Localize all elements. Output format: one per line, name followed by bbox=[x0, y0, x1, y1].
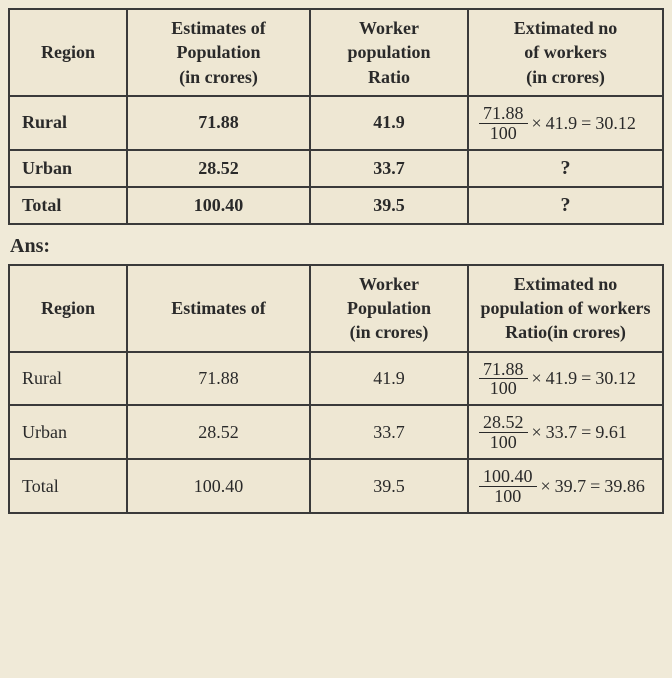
estimates-cell: 71.88 bbox=[127, 96, 310, 150]
col-header-workers: Extimated noof workers(in crores) bbox=[468, 9, 663, 96]
region-cell: Rural bbox=[9, 96, 127, 150]
col-header-ratio: WorkerPopulation(in crores) bbox=[310, 265, 468, 352]
formula-cell: 28.52100 × 33.7 = 9.61 bbox=[468, 405, 663, 459]
placeholder-cell: ? bbox=[468, 150, 663, 187]
col-header-region: Region bbox=[9, 265, 127, 352]
col-header-estimates: Estimates of bbox=[127, 265, 310, 352]
formula-cell: 71.88100 × 41.9 = 30.12 bbox=[468, 96, 663, 150]
ratio-cell: 33.7 bbox=[310, 405, 468, 459]
estimates-cell: 100.40 bbox=[127, 187, 310, 224]
estimates-cell: 71.88 bbox=[127, 352, 310, 406]
ratio-cell: 41.9 bbox=[310, 352, 468, 406]
ratio-cell: 41.9 bbox=[310, 96, 468, 150]
estimates-cell: 28.52 bbox=[127, 405, 310, 459]
region-cell: Urban bbox=[9, 405, 127, 459]
answer-label: Ans: bbox=[10, 235, 664, 258]
table-row: Urban 28.52 33.7 ? bbox=[9, 150, 663, 187]
ratio-cell: 39.5 bbox=[310, 459, 468, 513]
col-header-workers: Extimated nopopulation of workersRatio(i… bbox=[468, 265, 663, 352]
formula-cell: 71.88100 × 41.9 = 30.12 bbox=[468, 352, 663, 406]
col-header-region: Region bbox=[9, 9, 127, 96]
question-table: Region Estimates ofPopulation(in crores)… bbox=[8, 8, 664, 225]
table-row: Urban 28.52 33.7 28.52100 × 33.7 = 9.61 bbox=[9, 405, 663, 459]
estimates-cell: 28.52 bbox=[127, 150, 310, 187]
ratio-cell: 39.5 bbox=[310, 187, 468, 224]
placeholder-cell: ? bbox=[468, 187, 663, 224]
table-row: Rural 71.88 41.9 71.88100 × 41.9 = 30.12 bbox=[9, 352, 663, 406]
table-row: Total 100.40 39.5 ? bbox=[9, 187, 663, 224]
region-cell: Total bbox=[9, 187, 127, 224]
table-row: Rural 71.88 41.9 71.88100 × 41.9 = 30.12 bbox=[9, 96, 663, 150]
col-header-estimates: Estimates ofPopulation(in crores) bbox=[127, 9, 310, 96]
estimates-cell: 100.40 bbox=[127, 459, 310, 513]
region-cell: Urban bbox=[9, 150, 127, 187]
ratio-cell: 33.7 bbox=[310, 150, 468, 187]
col-header-ratio: WorkerpopulationRatio bbox=[310, 9, 468, 96]
table-row: Total 100.40 39.5 100.40100 × 39.7 = 39.… bbox=[9, 459, 663, 513]
formula-cell: 100.40100 × 39.7 = 39.86 bbox=[468, 459, 663, 513]
answer-table: Region Estimates of WorkerPopulation(in … bbox=[8, 264, 664, 514]
region-cell: Total bbox=[9, 459, 127, 513]
region-cell: Rural bbox=[9, 352, 127, 406]
